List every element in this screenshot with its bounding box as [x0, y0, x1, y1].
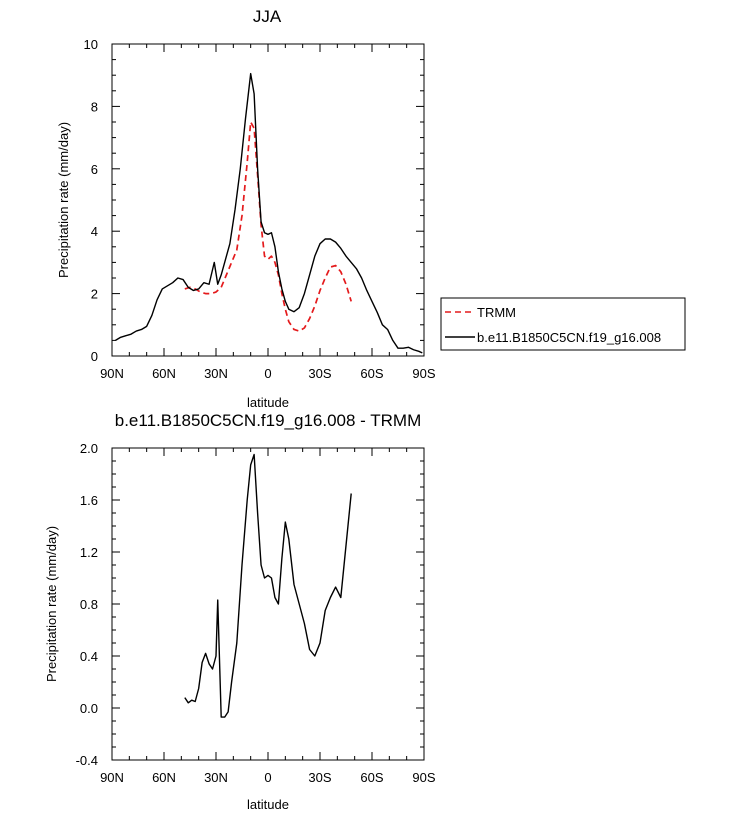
legend-label-trmm: TRMM	[477, 305, 516, 320]
y-tick-label: 10	[84, 37, 98, 52]
y-tick-label: 2.0	[80, 441, 98, 456]
x-tick-label: 30N	[204, 366, 228, 381]
x-tick-label: 0	[264, 770, 271, 785]
y-tick-label: 1.6	[80, 493, 98, 508]
y-tick-label: 0.0	[80, 701, 98, 716]
bottom-chart: b.e11.B1850C5CN.f19_g16.008 - TRMM 90N 60…	[44, 411, 436, 812]
x-tick-label: 90N	[100, 770, 124, 785]
y-axis-label: Precipitation rate (mm/day)	[44, 526, 59, 682]
x-tick-label: 30S	[308, 770, 331, 785]
x-tick-label: 90N	[100, 366, 124, 381]
x-axis-label: latitude	[247, 395, 289, 410]
x-tick-label: 90S	[412, 770, 435, 785]
y-tick-label: 0.8	[80, 597, 98, 612]
chart-title: b.e11.B1850C5CN.f19_g16.008 - TRMM	[115, 411, 422, 430]
series-line-trmm	[184, 121, 353, 332]
y-axis-label: Precipitation rate (mm/day)	[56, 122, 71, 278]
y-tick-label: 1.2	[80, 545, 98, 560]
x-tick-label: 30S	[308, 366, 331, 381]
y-tick-label: 8	[91, 99, 98, 114]
y-tick-label: 0.4	[80, 649, 98, 664]
x-axis-label: latitude	[247, 797, 289, 812]
legend-box	[440, 297, 686, 351]
legend-label-model: b.e11.B1850C5CN.f19_g16.008	[477, 330, 661, 345]
x-tick-label: 30N	[204, 770, 228, 785]
plot-frame	[111, 43, 425, 357]
series-line-model	[184, 453, 352, 718]
x-tick-label: 60N	[152, 366, 176, 381]
chart-title: JJA	[253, 7, 282, 26]
y-tick-label: -0.4	[76, 753, 98, 768]
y-tick-label: 2	[91, 287, 98, 302]
x-tick-label: 60S	[360, 770, 383, 785]
x-tick-label: 0	[264, 366, 271, 381]
y-tick-label: 6	[91, 162, 98, 177]
y-tick-label: 4	[91, 224, 98, 239]
x-tick-label: 60S	[360, 366, 383, 381]
y-tick-label: 0	[91, 349, 98, 364]
x-tick-label: 60N	[152, 770, 176, 785]
plot-frame	[111, 447, 425, 761]
series-line-model	[115, 72, 423, 354]
legend: TRMM b.e11.B1850C5CN.f19_g16.008	[440, 297, 686, 351]
x-tick-label: 90S	[412, 366, 435, 381]
